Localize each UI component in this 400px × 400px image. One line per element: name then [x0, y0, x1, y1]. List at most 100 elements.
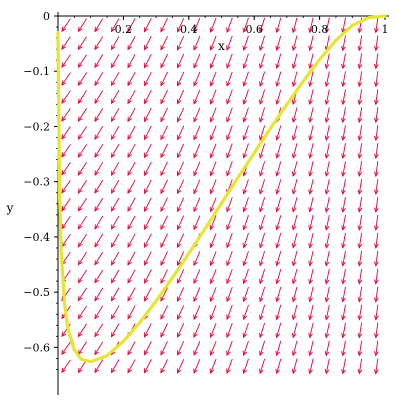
- field-arrow-head: [259, 243, 264, 249]
- field-arrow: [259, 233, 266, 249]
- field-arrow-shaft: [292, 107, 298, 123]
- field-arrow: [242, 107, 249, 123]
- field-arrow: [242, 197, 249, 213]
- field-arrow-head: [291, 332, 297, 339]
- field-arrow: [144, 215, 152, 231]
- field-arrow-head: [226, 117, 231, 123]
- field-arrow-shaft: [226, 215, 233, 230]
- field-arrow-head: [209, 206, 215, 213]
- field-arrow-shaft: [193, 323, 201, 338]
- x-tick-label: 0.8: [311, 23, 329, 36]
- field-arrow-shaft: [226, 197, 233, 212]
- field-arrow-head: [110, 62, 116, 69]
- field-arrow: [209, 125, 217, 141]
- field-arrow-shaft: [111, 18, 120, 32]
- field-arrow-head: [127, 368, 132, 374]
- field-arrow-shaft: [160, 359, 168, 373]
- field-arrow-shaft: [276, 197, 282, 212]
- field-arrow: [193, 305, 201, 321]
- field-arrow-head: [209, 260, 215, 267]
- field-arrow-head: [324, 368, 330, 375]
- field-arrow: [291, 107, 298, 123]
- field-arrow: [226, 143, 233, 159]
- field-arrow-shaft: [226, 304, 233, 320]
- field-arrow-head: [242, 45, 248, 51]
- field-arrow-head: [242, 224, 248, 231]
- field-arrow: [209, 107, 217, 123]
- field-arrow-shaft: [177, 233, 185, 248]
- field-arrow: [127, 54, 136, 69]
- field-arrow-shaft: [243, 125, 249, 140]
- field-arrow-shaft: [127, 179, 136, 194]
- field-arrow-head: [373, 297, 379, 303]
- field-arrow: [324, 125, 330, 142]
- field-arrow: [373, 304, 379, 321]
- field-arrow-head: [324, 189, 330, 195]
- field-arrow-head: [291, 81, 297, 88]
- field-arrow: [193, 161, 201, 177]
- field-arrow: [242, 233, 249, 249]
- field-arrow-shaft: [259, 53, 266, 69]
- field-arrow: [275, 179, 282, 195]
- field-arrow: [61, 198, 71, 212]
- field-arrow-head: [160, 27, 165, 33]
- field-arrow-head: [127, 62, 132, 69]
- field-arrow-shaft: [144, 233, 152, 248]
- field-arrow: [176, 233, 185, 249]
- field-arrow-head: [324, 225, 330, 231]
- field-arrow: [373, 286, 379, 303]
- field-arrow: [94, 18, 104, 33]
- field-arrow: [127, 341, 136, 356]
- field-arrow-shaft: [226, 251, 233, 266]
- field-arrow-shaft: [61, 180, 71, 193]
- field-arrow-shaft: [325, 358, 330, 374]
- field-arrow: [144, 359, 152, 374]
- field-arrow-shaft: [193, 71, 201, 86]
- field-arrow-head: [193, 170, 198, 177]
- field-arrow: [341, 268, 346, 285]
- field-arrow-shaft: [177, 359, 185, 374]
- field-arrow: [226, 322, 233, 339]
- field-arrow-shaft: [144, 287, 152, 302]
- field-arrow: [127, 107, 136, 123]
- field-arrow-head: [209, 332, 215, 339]
- field-arrow-shaft: [160, 341, 168, 356]
- field-arrow: [193, 358, 201, 374]
- field-arrow-shaft: [61, 359, 71, 373]
- field-arrow: [357, 214, 363, 231]
- field-arrow: [259, 89, 266, 105]
- field-arrow-head: [324, 153, 330, 159]
- field-arrow-head: [373, 225, 379, 231]
- field-arrow: [308, 71, 314, 88]
- field-arrow-head: [193, 81, 198, 87]
- field-arrow: [209, 53, 217, 69]
- field-arrow-shaft: [276, 179, 282, 194]
- field-arrow: [127, 215, 136, 230]
- field-arrow-shaft: [375, 71, 379, 87]
- field-arrow-shaft: [325, 161, 330, 177]
- field-arrow-head: [275, 135, 280, 141]
- field-arrow: [127, 143, 136, 159]
- field-arrow: [275, 35, 282, 52]
- field-arrow-head: [144, 170, 149, 177]
- field-arrow-head: [373, 81, 379, 88]
- field-arrow-head: [127, 170, 132, 177]
- field-arrow-head: [324, 279, 330, 285]
- field-arrow-shaft: [309, 179, 314, 194]
- field-arrow-head: [160, 278, 165, 284]
- field-arrow-head: [341, 297, 346, 303]
- field-arrow-shaft: [259, 215, 266, 230]
- field-arrow-shaft: [177, 287, 185, 302]
- field-arrow-shaft: [94, 108, 104, 122]
- field-arrow-shaft: [160, 233, 168, 248]
- field-arrow: [110, 233, 120, 248]
- field-arrow-head: [144, 278, 149, 284]
- field-arrow-shaft: [210, 269, 217, 284]
- field-arrow-shaft: [309, 340, 314, 356]
- field-arrow-head: [110, 296, 116, 302]
- field-arrow: [110, 197, 120, 212]
- field-arrow-shaft: [111, 323, 120, 337]
- field-arrow-head: [127, 116, 132, 123]
- field-arrow-head: [308, 314, 313, 321]
- field-arrow-head: [209, 368, 215, 374]
